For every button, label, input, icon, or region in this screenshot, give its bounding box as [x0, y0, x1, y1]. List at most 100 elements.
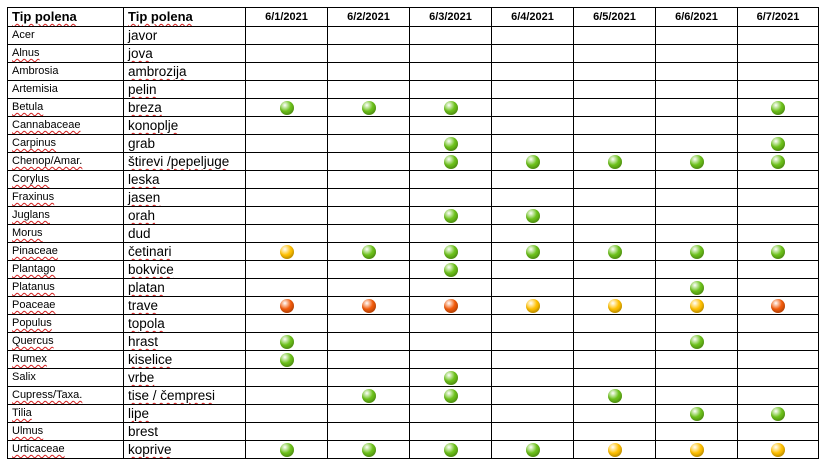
level-cell [573, 98, 656, 117]
level-cell [245, 188, 328, 207]
latin-name-cell: Tilia [7, 404, 124, 423]
level-cell [245, 44, 328, 63]
level-cell [737, 350, 819, 369]
level-cell [327, 26, 410, 45]
level-cell [327, 152, 410, 171]
local-name: štirevi /pepeljuge [128, 154, 230, 169]
level-cell [655, 98, 738, 117]
level-cell [245, 224, 328, 243]
header-latin-name: Tip polena [7, 7, 124, 27]
level-cell [245, 278, 328, 297]
latin-name-cell: Poaceae [7, 296, 124, 315]
level-cell [737, 206, 819, 225]
level-cell [491, 422, 574, 441]
latin-name: Carpinus [12, 137, 57, 149]
level-cell [327, 206, 410, 225]
level-cell [655, 206, 738, 225]
table-row: Rumex kiselice [7, 350, 819, 369]
table-row: Artemisia pelin [7, 80, 819, 99]
table-row: Carpinus grab [7, 134, 819, 153]
level-cell [737, 134, 819, 153]
level-cell [245, 26, 328, 45]
table-row: Platanus platan [7, 278, 819, 297]
latin-name-cell: Corylus [7, 170, 124, 189]
level-cell [491, 62, 574, 81]
pollen-level-moderate-indicator [689, 298, 704, 313]
level-cell [245, 422, 328, 441]
latin-name-cell: Artemisia [7, 80, 124, 99]
level-cell [245, 80, 328, 99]
level-cell [409, 98, 492, 117]
pollen-level-low-indicator [689, 154, 704, 169]
level-cell [655, 368, 738, 387]
local-name-cell: bokvice [123, 260, 246, 279]
table-row: Urticaceae koprive [7, 440, 819, 459]
local-name-cell: grab [123, 134, 246, 153]
level-cell [491, 314, 574, 333]
local-name: javor [128, 28, 158, 43]
latin-name-cell: Acer [7, 26, 124, 45]
latin-name-cell: Cannabaceae [7, 116, 124, 135]
level-cell [409, 296, 492, 315]
level-cell [245, 350, 328, 369]
level-cell [655, 332, 738, 351]
latin-name: Platanus [12, 281, 55, 293]
pollen-level-low-indicator [607, 154, 622, 169]
pollen-level-low-indicator [279, 442, 294, 457]
level-cell [737, 278, 819, 297]
level-cell [573, 80, 656, 99]
level-cell [327, 98, 410, 117]
level-cell [655, 44, 738, 63]
latin-name: Cannabaceae [12, 119, 81, 131]
local-name: bokvice [128, 262, 174, 277]
level-cell [655, 242, 738, 261]
level-cell [573, 386, 656, 405]
level-cell [737, 296, 819, 315]
level-cell [491, 440, 574, 459]
level-cell [409, 152, 492, 171]
pollen-level-low-indicator [607, 388, 622, 403]
level-cell [573, 422, 656, 441]
latin-name-cell: Urticaceae [7, 440, 124, 459]
local-name: pelin [128, 82, 157, 97]
local-name: orah [128, 208, 156, 223]
pollen-level-low-indicator [443, 154, 458, 169]
local-name: kiselice [128, 352, 173, 367]
level-cell [491, 260, 574, 279]
pollen-level-moderate-indicator [607, 298, 622, 313]
pollen-table-body: Acer javor Alnus jova Ambrosia ambrozija Artem… [7, 26, 819, 459]
pollen-level-low-indicator [689, 280, 704, 295]
local-name: lipe [128, 406, 150, 421]
local-name: tise / čempresi [128, 388, 216, 403]
local-name-cell: jova [123, 44, 246, 63]
level-cell [409, 188, 492, 207]
level-cell [409, 224, 492, 243]
local-name-cell: tise / čempresi [123, 386, 246, 405]
pollen-level-low-indicator [607, 244, 622, 259]
level-cell [245, 368, 328, 387]
pollen-level-low-indicator [443, 442, 458, 457]
local-name-cell: pelin [123, 80, 246, 99]
level-cell [491, 386, 574, 405]
latin-name: Urticaceae [12, 443, 65, 455]
level-cell [573, 134, 656, 153]
latin-name: Corylus [12, 173, 50, 185]
level-cell [409, 44, 492, 63]
level-cell [491, 116, 574, 135]
latin-name-cell: Juglans [7, 206, 124, 225]
pollen-level-low-indicator [361, 100, 376, 115]
latin-name: Cupress/Taxa. [12, 389, 83, 401]
level-cell [491, 26, 574, 45]
local-name: breza [128, 100, 162, 115]
level-cell [409, 170, 492, 189]
level-cell [737, 80, 819, 99]
level-cell [409, 368, 492, 387]
header-date: 6/6/2021 [655, 7, 738, 27]
level-cell [737, 116, 819, 135]
local-name: topola [128, 316, 165, 331]
header-local-name: Tip polena [123, 7, 246, 27]
level-cell [573, 188, 656, 207]
table-row: Quercus hrast [7, 332, 819, 351]
latin-name: Chenop/Amar. [12, 155, 83, 167]
level-cell [245, 404, 328, 423]
